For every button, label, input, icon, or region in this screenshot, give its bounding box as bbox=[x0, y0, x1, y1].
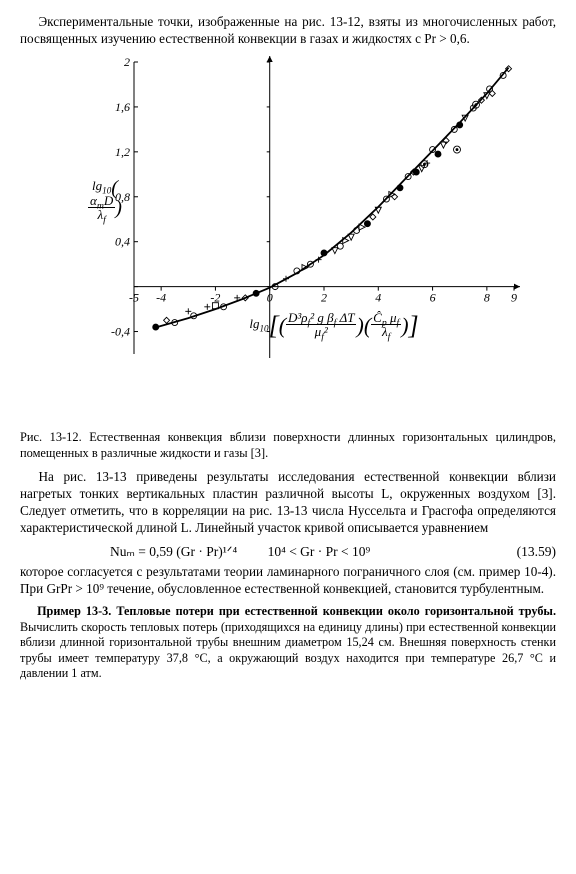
body-paragraph-3: которое согласуется с результатами теори… bbox=[20, 564, 556, 598]
svg-text:1,2: 1,2 bbox=[115, 145, 130, 159]
equation-condition: 10⁴ < Gr · Pr < 10⁹ bbox=[268, 544, 371, 559]
svg-text:1,6: 1,6 bbox=[115, 100, 130, 114]
equation-body: Nuₘ = 0,59 (Gr · Pr)¹ᐟ⁴ 10⁴ < Gr · Pr < … bbox=[110, 543, 506, 560]
svg-text:4: 4 bbox=[375, 290, 381, 304]
svg-text:2: 2 bbox=[321, 290, 327, 304]
svg-text:8: 8 bbox=[484, 290, 490, 304]
equation-lhs: Nuₘ = 0,59 (Gr · Pr)¹ᐟ⁴ bbox=[110, 544, 237, 559]
svg-text:-4: -4 bbox=[156, 290, 166, 304]
svg-text:9: 9 bbox=[511, 290, 517, 304]
caption-lead: Рис. 13-12. bbox=[20, 430, 82, 444]
svg-text:0: 0 bbox=[267, 290, 273, 304]
example-body: Вычислить скорость тепловых потерь (прих… bbox=[20, 620, 556, 681]
intro-paragraph: Экспериментальные точки, изображенные на… bbox=[20, 14, 556, 48]
svg-text:-5: -5 bbox=[129, 290, 139, 304]
figure-13-12: -5-4-2024689-0,40,40,81,21,62lg10(αmDλf)… bbox=[80, 54, 556, 424]
svg-text:2: 2 bbox=[124, 55, 130, 69]
example-13-3: Пример 13-3. Тепловые потери при естеств… bbox=[20, 604, 556, 682]
caption-text: Естественная конвекция вблизи поверхност… bbox=[20, 430, 556, 460]
svg-text:6: 6 bbox=[430, 290, 436, 304]
equation-13-59: Nuₘ = 0,59 (Gr · Pr)¹ᐟ⁴ 10⁴ < Gr · Pr < … bbox=[20, 543, 556, 560]
equation-number: (13.59) bbox=[506, 543, 556, 560]
example-lead: Пример 13-3. Тепловые потери при естеств… bbox=[37, 604, 556, 618]
svg-text:-0,4: -0,4 bbox=[111, 324, 130, 338]
body-paragraph-2: На рис. 13-13 приведены результаты иссле… bbox=[20, 469, 556, 537]
figure-caption: Рис. 13-12. Естественная конвекция вблиз… bbox=[20, 430, 556, 462]
chart-svg: -5-4-2024689-0,40,40,81,21,62lg10(αmDλf)… bbox=[80, 54, 520, 419]
